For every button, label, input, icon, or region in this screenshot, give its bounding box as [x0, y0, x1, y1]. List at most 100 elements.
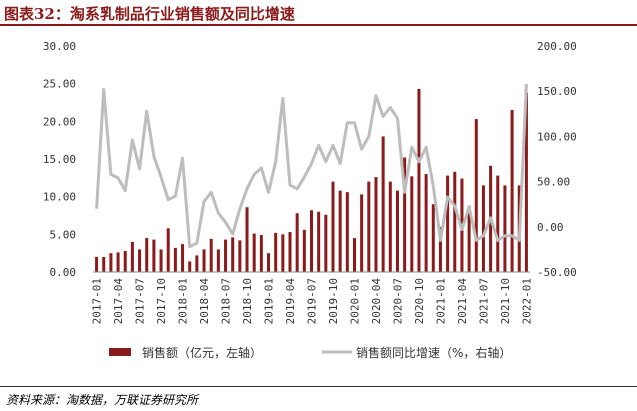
bar [331, 181, 335, 272]
bar [431, 204, 435, 272]
left-tick-label: 10.00 [43, 191, 76, 204]
x-tick-label: 2021-07 [477, 278, 490, 324]
bar [317, 211, 321, 272]
bar [274, 232, 278, 272]
bar [195, 255, 199, 272]
legend: 销售额（亿元，左轴） 销售额同比增速（%，右轴） [109, 345, 511, 360]
right-tick-label: -50.00 [537, 266, 577, 279]
right-tick-label: 150.00 [537, 85, 577, 98]
bar [481, 185, 485, 272]
bar [510, 110, 514, 273]
left-tick-label: 5.00 [50, 228, 77, 241]
bar [281, 234, 285, 272]
bar [496, 175, 500, 272]
bar [95, 256, 99, 272]
right-tick-label: 50.00 [537, 176, 570, 189]
bar [352, 238, 356, 272]
x-tick-label: 2021-01 [434, 278, 447, 324]
sales-chart: 0.00 5.00 10.00 15.00 20.00 25.00 30.00 -50.00… [43, 40, 577, 360]
x-tick-label: 2020-01 [348, 278, 361, 324]
bar [367, 181, 371, 272]
bar [288, 232, 292, 272]
left-tick-label: 15.00 [43, 153, 76, 166]
bar [259, 235, 263, 272]
x-tick-label: 2018-10 [241, 278, 254, 324]
legend-bar-swatch [109, 348, 131, 356]
bar [324, 214, 328, 272]
bar [166, 228, 170, 272]
x-tick-label: 2019-04 [284, 278, 297, 325]
bar [410, 176, 414, 272]
bar [123, 250, 127, 272]
x-tick-label: 2018-01 [177, 278, 190, 324]
x-tick-label: 2017-10 [155, 278, 168, 324]
right-tick-label: 0.00 [537, 221, 564, 234]
bar [267, 253, 271, 272]
left-tick-label: 25.00 [43, 78, 76, 91]
figure-title: 图表32：淘系乳制品行业销售额及同比增速 [4, 5, 295, 23]
x-tick-label: 2017-07 [134, 278, 147, 324]
bar-series [95, 88, 528, 273]
right-tick-label: 100.00 [537, 130, 577, 143]
bar [309, 210, 314, 272]
bar [503, 185, 507, 272]
x-tick-label: 2019-10 [327, 278, 340, 324]
growth-line-series [95, 83, 528, 249]
x-tick-label: 2022-01 [520, 278, 533, 324]
bar [381, 136, 385, 272]
bar [245, 207, 249, 272]
left-tick-label: 0.00 [50, 266, 77, 279]
bar [403, 157, 407, 272]
bar [374, 177, 378, 272]
bar [446, 175, 450, 272]
x-tick-label: 2018-07 [220, 278, 233, 324]
bar [238, 240, 242, 272]
left-tick-label: 30.00 [43, 40, 76, 53]
bar [438, 226, 442, 272]
x-tick-label: 2018-04 [198, 278, 211, 325]
bar [159, 249, 163, 272]
bar [102, 256, 106, 272]
bar [345, 192, 349, 272]
bar [138, 249, 142, 272]
bar [395, 190, 399, 272]
bar [524, 92, 528, 272]
bar [252, 233, 256, 272]
bar [181, 244, 185, 272]
source-note: 资料来源：淘数据，万联证券研究所 [6, 393, 199, 407]
bar [130, 241, 134, 272]
source-bar: 资料来源：淘数据，万联证券研究所 [0, 386, 637, 411]
left-tick-label: 20.00 [43, 115, 76, 128]
x-tick-label: 2020-07 [391, 278, 404, 324]
bar [224, 239, 228, 272]
bar [231, 237, 235, 272]
left-axis: 0.00 5.00 10.00 15.00 20.00 25.00 30.00 [43, 40, 76, 279]
bar [216, 249, 220, 272]
bar [302, 229, 306, 272]
bar [209, 238, 213, 272]
figure-title-bar: 图表32：淘系乳制品行业销售额及同比增速 [0, 0, 637, 26]
bar [152, 239, 156, 272]
x-tick-label: 2019-01 [263, 278, 276, 324]
x-tick-label: 2021-04 [456, 278, 469, 325]
bar [453, 171, 457, 272]
legend-bar-label: 销售额（亿元，左轴） [142, 345, 262, 360]
x-tick-label: 2019-07 [306, 278, 319, 324]
x-tick-label: 2017-01 [91, 278, 104, 324]
bar [417, 88, 421, 272]
right-tick-label: 200.00 [537, 40, 577, 53]
bar [145, 238, 149, 272]
bar [173, 247, 177, 272]
right-axis: -50.00 0.00 50.00 100.00 150.00 200.00 [537, 40, 577, 279]
x-tick-label: 2017-04 [112, 278, 125, 325]
bar [424, 174, 428, 272]
bar [295, 213, 299, 272]
x-axis: 2017-01 2017-04 2017-07 2017-10 2018-01 2018-… [91, 278, 534, 325]
bar [467, 205, 471, 272]
x-tick-label: 2020-10 [413, 278, 426, 324]
legend-line-label: 销售额同比增速（%，右轴） [356, 345, 511, 360]
bar [188, 261, 192, 272]
bar [338, 190, 342, 272]
bar [109, 253, 113, 272]
bar [202, 249, 206, 272]
